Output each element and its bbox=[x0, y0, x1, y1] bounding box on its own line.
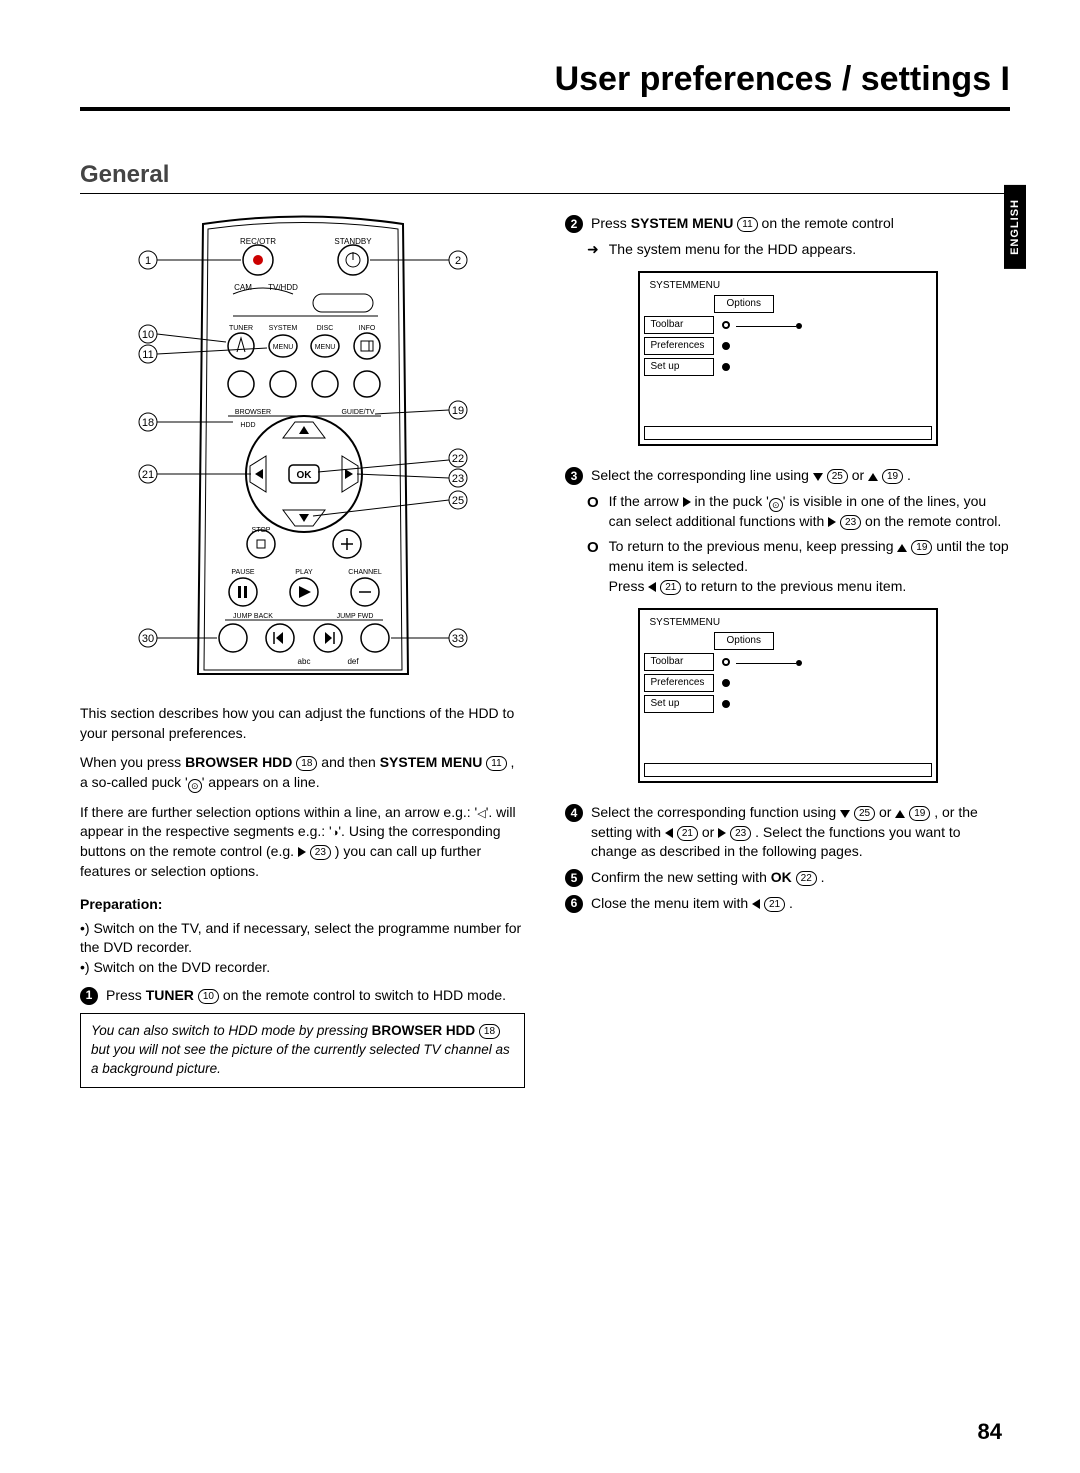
remote-diagram: REC/OTR STANDBY CAM TV/HDD TUNER SYSTEM … bbox=[113, 214, 493, 684]
svg-text:MENU: MENU bbox=[272, 344, 293, 351]
svg-text:HDD: HDD bbox=[240, 422, 255, 429]
step-2-result: ➜The system menu for the HDD appears. bbox=[587, 240, 1010, 260]
section-heading: General bbox=[80, 161, 1010, 194]
left-column: REC/OTR STANDBY CAM TV/HDD TUNER SYSTEM … bbox=[80, 214, 525, 1088]
svg-text:30: 30 bbox=[141, 633, 153, 645]
svg-text:STOP: STOP bbox=[251, 527, 270, 534]
svg-text:BROWSER: BROWSER bbox=[234, 409, 270, 416]
step-6: 6 Close the menu item with 21 . bbox=[565, 894, 1010, 914]
svg-text:GUIDE/TV: GUIDE/TV bbox=[341, 409, 374, 416]
note-box: You can also switch to HDD mode by press… bbox=[80, 1013, 525, 1088]
svg-text:1: 1 bbox=[144, 255, 150, 267]
svg-text:OK: OK bbox=[296, 470, 312, 481]
step-badge-6: 6 bbox=[565, 895, 583, 913]
step-badge-5: 5 bbox=[565, 869, 583, 887]
svg-text:INFO: INFO bbox=[358, 325, 375, 332]
svg-text:SYSTEM: SYSTEM bbox=[268, 325, 297, 332]
svg-text:JUMP BACK: JUMP BACK bbox=[233, 613, 273, 620]
step-4: 4 Select the corresponding function usin… bbox=[565, 803, 1010, 862]
step-badge-4: 4 bbox=[565, 804, 583, 822]
svg-text:23: 23 bbox=[451, 473, 463, 485]
svg-text:JUMP FWD: JUMP FWD bbox=[336, 613, 373, 620]
prep-bullet-2: •) Switch on the DVD recorder. bbox=[80, 958, 525, 978]
page-title: User preferences / settings I bbox=[80, 60, 1010, 111]
step-3: 3 Select the corresponding line using 25… bbox=[565, 466, 1010, 486]
step-1: 1 Press TUNER 10 on the remote control t… bbox=[80, 986, 525, 1006]
intro-para-3: If there are further selection options w… bbox=[80, 803, 525, 881]
prep-bullet-1: •) Switch on the TV, and if necessary, s… bbox=[80, 919, 525, 958]
svg-text:DISC: DISC bbox=[316, 325, 333, 332]
svg-text:10: 10 bbox=[141, 329, 153, 341]
svg-text:PAUSE: PAUSE bbox=[231, 569, 255, 576]
preparation-heading: Preparation: bbox=[80, 895, 525, 915]
svg-text:2: 2 bbox=[454, 255, 460, 267]
svg-text:abc: abc bbox=[297, 657, 310, 666]
svg-text:33: 33 bbox=[451, 633, 463, 645]
svg-text:TUNER: TUNER bbox=[228, 325, 252, 332]
svg-text:PLAY: PLAY bbox=[295, 569, 313, 576]
right-column: 2 Press SYSTEM MENU 11 on the remote con… bbox=[565, 214, 1010, 1088]
step-badge-3: 3 bbox=[565, 467, 583, 485]
step-badge-1: 1 bbox=[80, 987, 98, 1005]
svg-text:11: 11 bbox=[142, 349, 153, 361]
svg-text:19: 19 bbox=[451, 405, 463, 417]
svg-text:25: 25 bbox=[451, 495, 463, 507]
step-3-sub-2: O To return to the previous menu, keep p… bbox=[587, 537, 1010, 596]
step-3-sub-1: O If the arrow in the puck '⊙' is visibl… bbox=[587, 492, 1010, 532]
svg-text:21: 21 bbox=[141, 469, 153, 481]
osd-screenshot-1: SYSTEMMENU Options Toolbar Preferences S… bbox=[638, 271, 938, 446]
page-number: 84 bbox=[978, 1419, 1002, 1445]
svg-text:18: 18 bbox=[141, 417, 153, 429]
step-5: 5 Confirm the new setting with OK 22 . bbox=[565, 868, 1010, 888]
intro-para-1: This section describes how you can adjus… bbox=[80, 704, 525, 743]
step-2: 2 Press SYSTEM MENU 11 on the remote con… bbox=[565, 214, 1010, 234]
step-badge-2: 2 bbox=[565, 215, 583, 233]
svg-text:def: def bbox=[347, 657, 359, 666]
svg-text:CHANNEL: CHANNEL bbox=[348, 569, 382, 576]
intro-para-2: When you press BROWSER HDD 18 and then S… bbox=[80, 753, 525, 793]
svg-text:MENU: MENU bbox=[314, 344, 335, 351]
svg-text:22: 22 bbox=[451, 453, 463, 465]
osd-screenshot-2: SYSTEMMENU Options Toolbar Preferences S… bbox=[638, 608, 938, 783]
